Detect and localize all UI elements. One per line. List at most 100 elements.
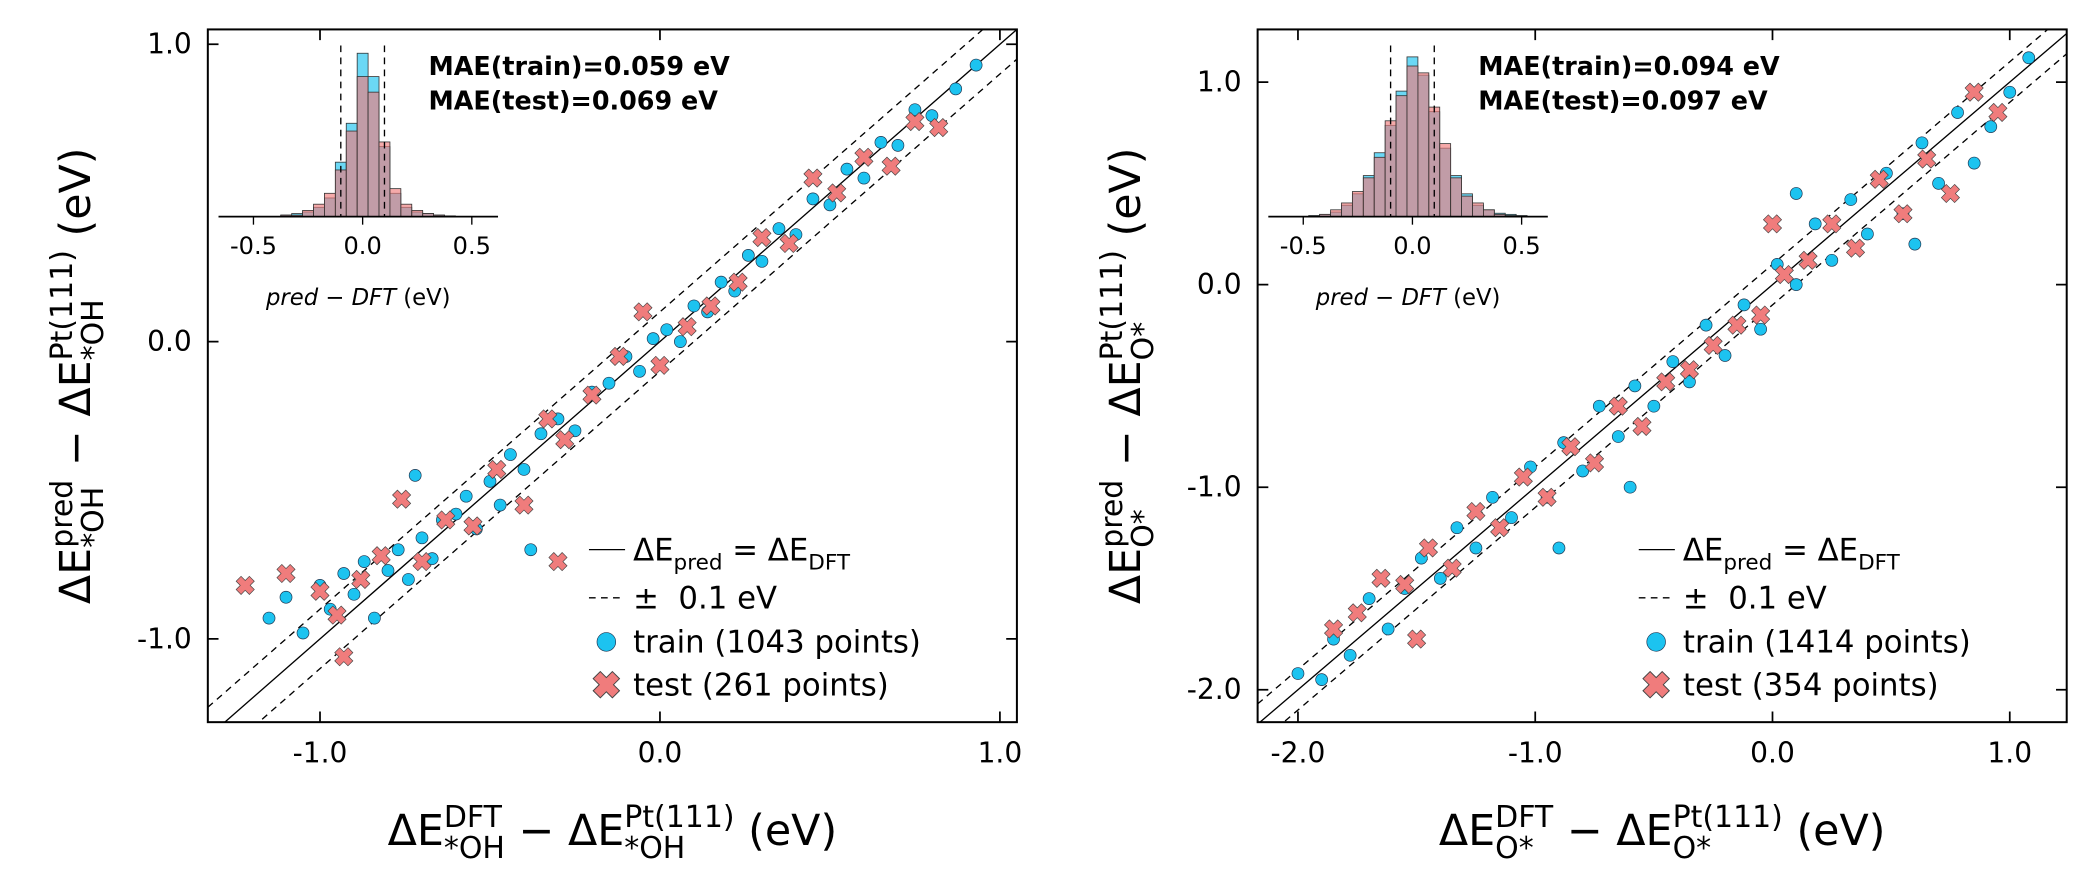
histogram-bar (1472, 202, 1484, 218)
inset-tick-label: -0.5 (1280, 232, 1327, 260)
train-point (1984, 120, 1998, 133)
train-point (459, 489, 473, 503)
label-part: (eV) (1783, 806, 1886, 856)
train-point (874, 136, 888, 149)
train-point (368, 611, 381, 625)
test-point (1774, 264, 1794, 285)
label-part: − ΔE (1553, 806, 1672, 856)
label-part: DFT (444, 800, 503, 835)
inset-x-label: pred − DFT (eV) (1315, 285, 1501, 311)
train-point (1825, 253, 1839, 267)
train-point (1505, 511, 1518, 524)
label-part: − ΔE (51, 360, 101, 479)
legend-label: ± 0.1 eV (633, 580, 777, 616)
train-point (714, 275, 728, 289)
test-point (463, 516, 483, 536)
test-point (609, 346, 629, 367)
train-point (1315, 673, 1329, 686)
train-point (402, 573, 415, 586)
legend-label: test (354 points) (1683, 667, 1939, 703)
train-point (633, 364, 646, 378)
inset-tick-label: 0.5 (1502, 232, 1540, 260)
histogram-bar (400, 203, 413, 218)
test-point (392, 489, 412, 509)
x-axis-label: ΔEDFT *OH − ΔEPt(111) *OH (eV) (388, 800, 838, 866)
label-part: ΔE (1683, 532, 1723, 568)
train-point (741, 249, 755, 262)
label-part: Pt(111) (1673, 800, 1783, 835)
train-point (1915, 136, 1929, 150)
y-tick-label: 1.0 (1197, 65, 1242, 98)
label-part: O* (1673, 831, 1712, 866)
label-part: ΔE (51, 548, 101, 604)
train-point (660, 323, 674, 337)
train-point (408, 469, 422, 482)
test-point (1513, 467, 1533, 487)
label-part: DFT (1401, 285, 1448, 311)
test-point (1490, 518, 1510, 538)
label-part: = ΔE (722, 532, 808, 568)
train-point (755, 254, 769, 268)
x-tick-label: 1.0 (978, 736, 1023, 769)
test-point (310, 581, 330, 601)
train-point (969, 58, 983, 72)
test-point (1751, 305, 1771, 325)
inset-tick-label: -0.5 (230, 232, 277, 260)
train-point (1343, 648, 1357, 662)
train-point (381, 564, 395, 577)
label-part: ΔE (388, 806, 444, 856)
test-point (752, 227, 772, 248)
label-part: Pt(111) (624, 800, 734, 835)
train-point (1469, 541, 1483, 555)
test-point (881, 156, 901, 176)
histogram-bar (1395, 95, 1408, 218)
test-point (1371, 568, 1391, 588)
label-part: (eV) (396, 285, 450, 311)
train-point (673, 335, 687, 348)
x-tick-label: 0.0 (1750, 736, 1795, 769)
label-part: ΔE (633, 532, 673, 568)
label-part: (eV) (51, 147, 101, 250)
train-point (1611, 430, 1625, 443)
train-point (262, 611, 276, 625)
label-part: (eV) (1101, 147, 1151, 250)
train-point (2003, 85, 2017, 99)
test-point (334, 647, 354, 667)
reference-line (207, 29, 984, 708)
test-point (1418, 538, 1439, 558)
histogram-bar (1417, 72, 1430, 218)
label-part: *OH (624, 831, 685, 866)
histogram-bar (1406, 65, 1419, 218)
label-part: DFT (352, 285, 399, 311)
label-part: DFT (1858, 551, 1901, 576)
test-point (582, 385, 602, 405)
train-point (1450, 521, 1464, 535)
label-part: *OH (76, 487, 111, 548)
test-point (1762, 214, 1783, 234)
train-point (337, 567, 351, 580)
plot-frame (206, 28, 1018, 724)
label-part: *OH (444, 831, 505, 866)
histogram-bar (367, 91, 380, 218)
train-point (646, 332, 660, 345)
legend-label: ΔEpred = ΔEDFT (1683, 532, 1901, 575)
test-point (728, 272, 748, 292)
test-point (1395, 574, 1415, 594)
label-part: O* (1126, 509, 1161, 548)
inset-tick-label: 0.0 (1393, 232, 1431, 260)
legend-label: train (1043 points) (633, 625, 921, 661)
test-point (514, 495, 534, 515)
histogram-bar (345, 130, 358, 218)
test-point (650, 355, 670, 375)
train-point (415, 531, 429, 545)
test-point (1822, 214, 1842, 234)
legend-label: ΔEpred = ΔEDFT (633, 532, 851, 575)
test-point (538, 409, 558, 429)
mae-annotation: MAE(test)=0.097 eV (1478, 86, 1768, 116)
y-tick-label: -1.0 (1187, 471, 1242, 504)
train-point (1666, 355, 1680, 368)
train-point (1362, 592, 1376, 605)
label-part: O* (1126, 322, 1161, 361)
train-point (908, 103, 922, 117)
